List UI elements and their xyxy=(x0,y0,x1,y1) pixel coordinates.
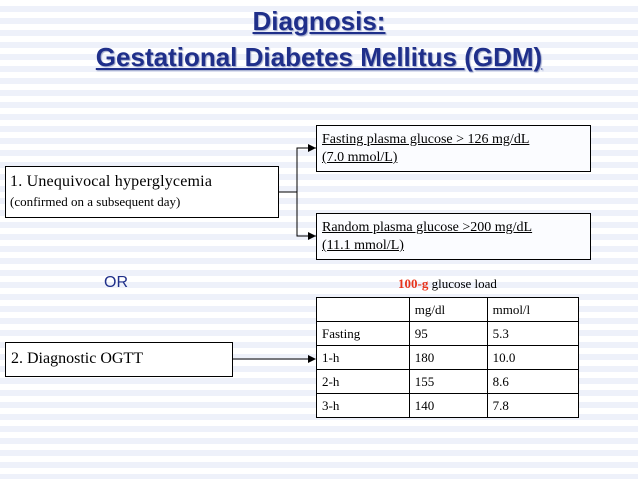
table-cell: 1-h xyxy=(316,345,410,370)
glucose-load-text: glucose load xyxy=(428,276,497,291)
table-cell: 2-h xyxy=(316,369,410,394)
table-cell: 5.3 xyxy=(486,321,580,346)
arrow-head-table xyxy=(308,355,316,363)
or-label: OR xyxy=(104,274,128,291)
table-cell: 140 xyxy=(408,393,488,418)
table-row: Fasting 95 5.3 xyxy=(316,321,580,346)
ogtt-threshold-table: mg/dl mmol/l Fasting 95 5.3 1-h 180 10.0… xyxy=(316,297,580,418)
diagnostic-ogtt-box: 2. Diagnostic OGTT xyxy=(5,342,233,377)
table-cell: 10.0 xyxy=(486,345,580,370)
table-cell: 8.6 xyxy=(486,369,580,394)
random-glucose-criterion: Random plasma glucose >200 mg/dL xyxy=(322,220,533,235)
table-cell: Fasting xyxy=(316,321,410,346)
connector-to-random xyxy=(279,191,316,237)
table-row: 1-h 180 10.0 xyxy=(316,345,580,370)
random-glucose-mmol: (11.1 mmol/L) xyxy=(322,238,404,253)
table-cell: 7.8 xyxy=(486,393,580,418)
table-cell: 95 xyxy=(408,321,488,346)
slide-title: Diagnosis: xyxy=(252,6,386,36)
table-cell: 3-h xyxy=(316,393,410,418)
slide-subtitle: Gestational Diabetes Mellitus (GDM) xyxy=(95,42,543,72)
table-row: 3-h 140 7.8 xyxy=(316,393,580,418)
hyperglycemia-label: 1. Unequivocal hyperglycemia xyxy=(10,173,213,190)
table-cell: 155 xyxy=(408,369,488,394)
glucose-load-label: 100-g glucose load xyxy=(398,276,497,292)
table-header-cell: mg/dl xyxy=(408,297,488,322)
fasting-glucose-mmol: (7.0 mmol/L) xyxy=(322,150,398,165)
arrow-head-random xyxy=(308,232,316,240)
unequivocal-hyperglycemia-box: 1. Unequivocal hyperglycemia (confirmed … xyxy=(5,166,279,218)
hyperglycemia-note: (confirmed on a subsequent day) xyxy=(10,194,181,209)
arrow-head-fasting xyxy=(308,144,316,152)
table-cell: 180 xyxy=(408,345,488,370)
fasting-glucose-box: Fasting plasma glucose > 126 mg/dL (7.0 … xyxy=(316,125,591,172)
diagnostic-ogtt-label: 2. Diagnostic OGTT xyxy=(11,350,143,367)
table-header-cell xyxy=(316,297,410,322)
random-glucose-box: Random plasma glucose >200 mg/dL (11.1 m… xyxy=(316,213,591,260)
fasting-glucose-criterion: Fasting plasma glucose > 126 mg/dL xyxy=(322,132,530,147)
table-header-row: mg/dl mmol/l xyxy=(316,297,580,322)
glucose-load-amount: 100-g xyxy=(398,276,429,291)
table-row: 2-h 155 8.6 xyxy=(316,369,580,394)
table-header-cell: mmol/l xyxy=(486,297,580,322)
connector-to-fasting xyxy=(279,147,316,193)
